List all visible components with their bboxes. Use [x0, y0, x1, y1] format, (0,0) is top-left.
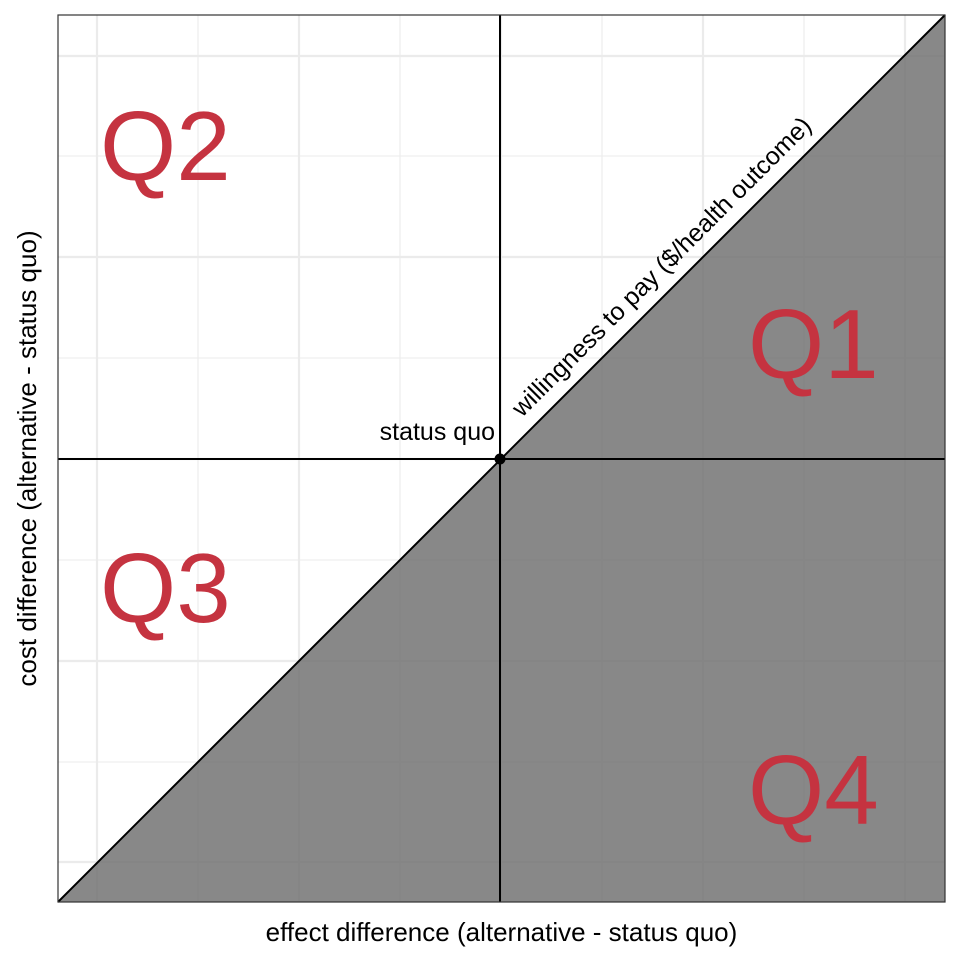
status-quo-point: [494, 453, 506, 465]
x-axis-title: effect difference (alternative - status …: [266, 917, 738, 947]
quadrant-label-q3: Q3: [100, 533, 231, 643]
quadrant-label-q2: Q2: [100, 91, 231, 201]
status-quo-label: status quo: [380, 418, 495, 446]
plot-panel-border: [57, 14, 946, 903]
y-axis-title: cost difference (alternative - status qu…: [12, 230, 42, 686]
quadrant-label-q1: Q1: [748, 289, 879, 399]
quadrant-label-q4: Q4: [748, 735, 879, 845]
